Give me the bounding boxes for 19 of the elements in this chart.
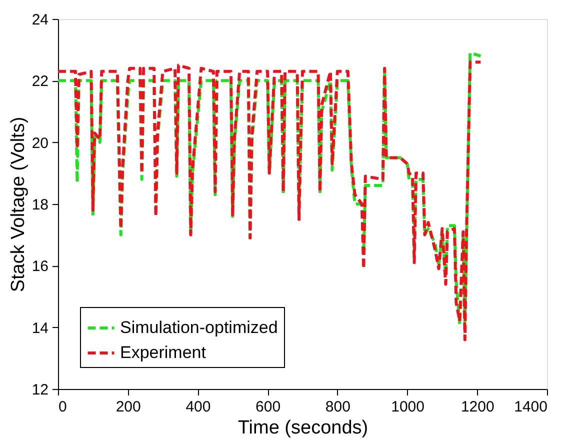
y-tick-label: 24 [32,12,48,28]
legend-label: Simulation-optimized [120,318,278,337]
x-tick-label: 200 [116,398,141,416]
y-tick-label: 18 [32,196,48,214]
x-tick-label: 0 [58,398,67,416]
x-tick-label: 1200 [460,398,494,416]
y-tick-label: 14 [32,320,48,337]
y-tick-label: 12 [32,382,48,398]
x-axis-title: Time (seconds) [238,418,368,438]
y-axis-title: Stack Voltage (Volts) [8,116,29,292]
x-tick-label: 1400 [514,398,548,416]
x-tick-label: 600 [256,398,281,416]
x-tick-label: 800 [325,398,350,416]
x-tick-label: 400 [186,398,211,416]
y-tick-label: 20 [32,134,48,152]
legend-label: Experiment [120,343,206,362]
x-tick-label: 1000 [391,398,424,416]
y-tick-label: 16 [32,258,48,276]
y-tick-label: 22 [32,73,48,90]
